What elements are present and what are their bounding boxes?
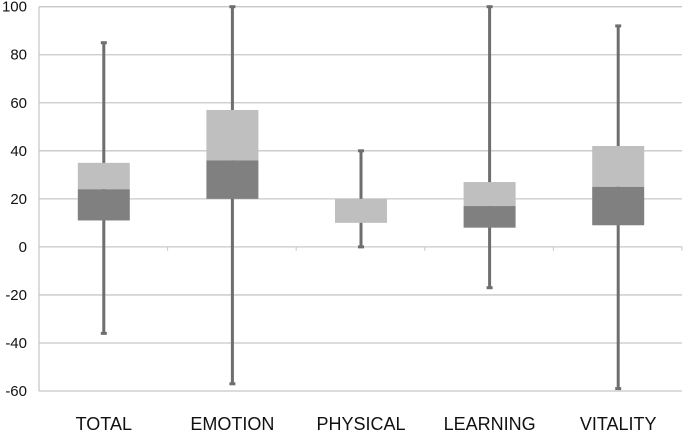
y-tick-label: -20 — [5, 287, 27, 304]
x-category-label: EMOTION — [190, 414, 274, 432]
box-upper-quartile — [592, 146, 645, 187]
x-category-label: LEARNING — [444, 414, 536, 432]
x-category-label: PHYSICAL — [316, 414, 405, 432]
box-lower-quartile — [206, 160, 259, 199]
box-lower-quartile — [77, 189, 130, 221]
x-category-label: VITALITY — [580, 414, 657, 432]
y-tick-label: 60 — [10, 95, 27, 112]
y-tick-label: 0 — [19, 239, 27, 256]
box-upper-quartile — [463, 182, 516, 207]
y-tick-label: 80 — [10, 47, 27, 64]
y-tick-label: -60 — [5, 383, 27, 400]
x-category-label: TOTAL — [76, 414, 132, 432]
box-upper-quartile — [206, 109, 259, 161]
box-upper-quartile — [77, 162, 130, 190]
y-tick-label: -40 — [5, 335, 27, 352]
box-upper-quartile — [335, 198, 387, 223]
box-lower-quartile — [592, 186, 645, 226]
y-tick-label: 100 — [2, 0, 27, 16]
y-tick-label: 40 — [10, 143, 27, 160]
y-tick-label: 20 — [10, 191, 27, 208]
box-lower-quartile — [463, 206, 516, 228]
